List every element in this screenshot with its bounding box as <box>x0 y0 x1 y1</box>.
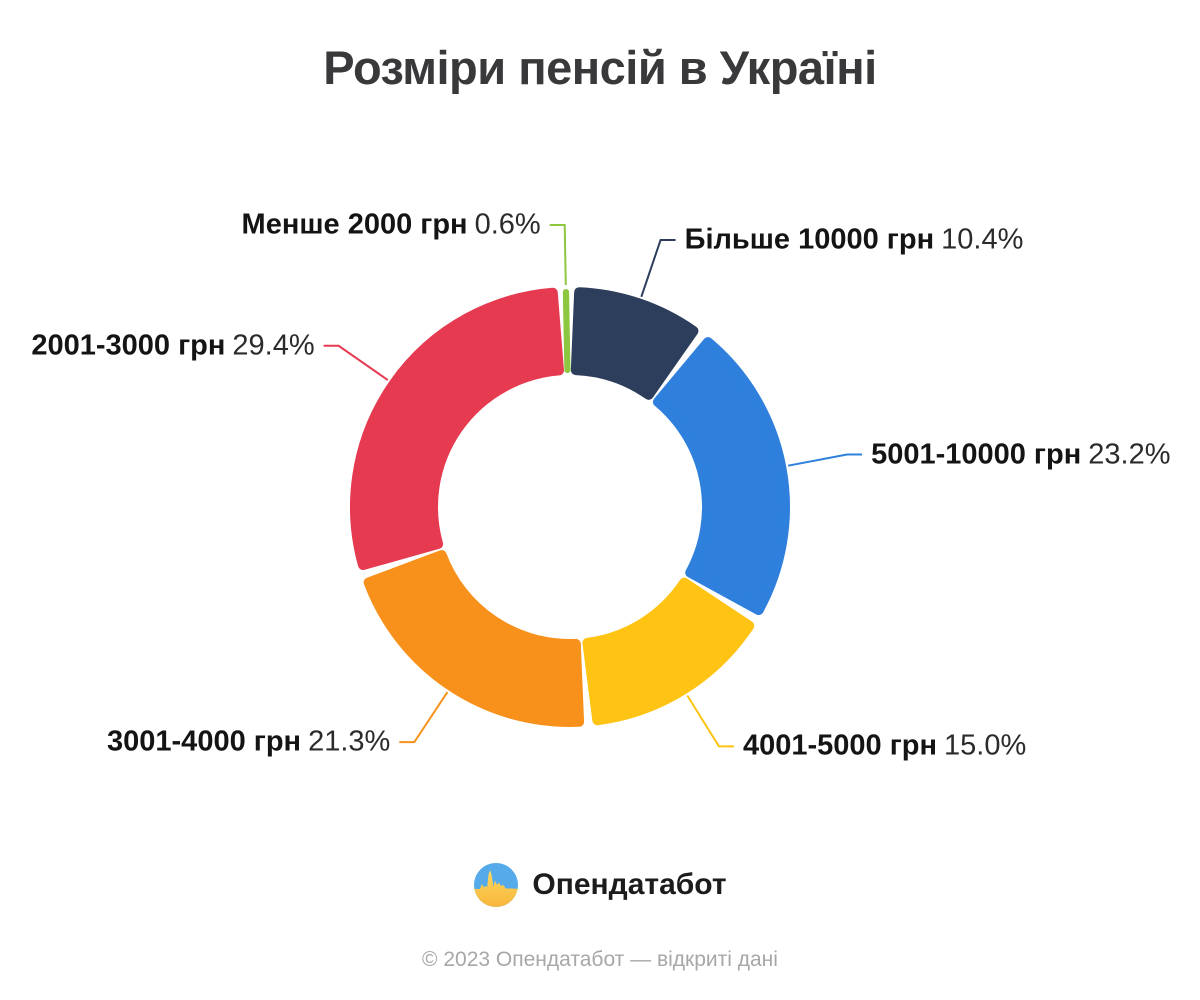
slice-label-pct: 10.4% <box>941 223 1024 256</box>
slice-label-pct: 15.0% <box>944 729 1027 762</box>
opendatabot-logo: Опендатабот <box>0 862 1200 908</box>
slice-label-text: 3001-4000 грн <box>107 725 302 758</box>
label-connector-5 <box>323 344 389 381</box>
footer-copyright: © 2023 Опендатабот — відкриті дані <box>422 948 778 971</box>
pie-slice-5 <box>350 287 565 571</box>
slice-label-pct: 0.6% <box>474 208 541 241</box>
slice-label-4001-5000: 4001-5000 грн 15.0% <box>743 730 1026 763</box>
label-connector-4 <box>399 691 449 744</box>
label-connector-3 <box>686 694 734 748</box>
pie-slice-0 <box>562 289 571 374</box>
slice-label-text: Більше 10000 грн <box>684 223 935 256</box>
slice-label-5001-10000: 5001-10000 грн 23.2% <box>871 438 1170 471</box>
chart-title: Розміри пенсій в Україні <box>323 41 877 94</box>
slice-label-2001-3000: 2001-3000 грн 29.4% <box>31 329 314 362</box>
slice-label-text: 2001-3000 грн <box>31 329 226 362</box>
slice-label-less-2000: Менше 2000 грн 0.6% <box>242 208 541 241</box>
opendatabot-logo-icon <box>474 863 519 907</box>
label-connector-0 <box>549 224 567 286</box>
pie-slice-3 <box>582 577 755 726</box>
slice-label-3001-4000: 3001-4000 грн 21.3% <box>107 725 390 758</box>
label-connector-1 <box>640 238 676 298</box>
slice-label-text: 4001-5000 грн <box>742 729 938 762</box>
slice-label-pct: 21.3% <box>308 725 391 758</box>
slice-label-pct: 29.4% <box>232 329 315 362</box>
slice-label-pct: 23.2% <box>1088 437 1171 470</box>
pie-slice-4 <box>363 550 585 727</box>
slice-label-text: 5001-10000 грн <box>871 437 1082 470</box>
pie-slice-2 <box>652 337 790 616</box>
label-connector-2 <box>787 453 863 467</box>
pie-slice-1 <box>570 287 699 400</box>
slice-label-more-10000: Більше 10000 грн 10.4% <box>685 223 1024 256</box>
slice-label-text: Менше 2000 грн <box>241 208 468 241</box>
opendatabot-logo-text: Опендатабот <box>532 868 727 901</box>
